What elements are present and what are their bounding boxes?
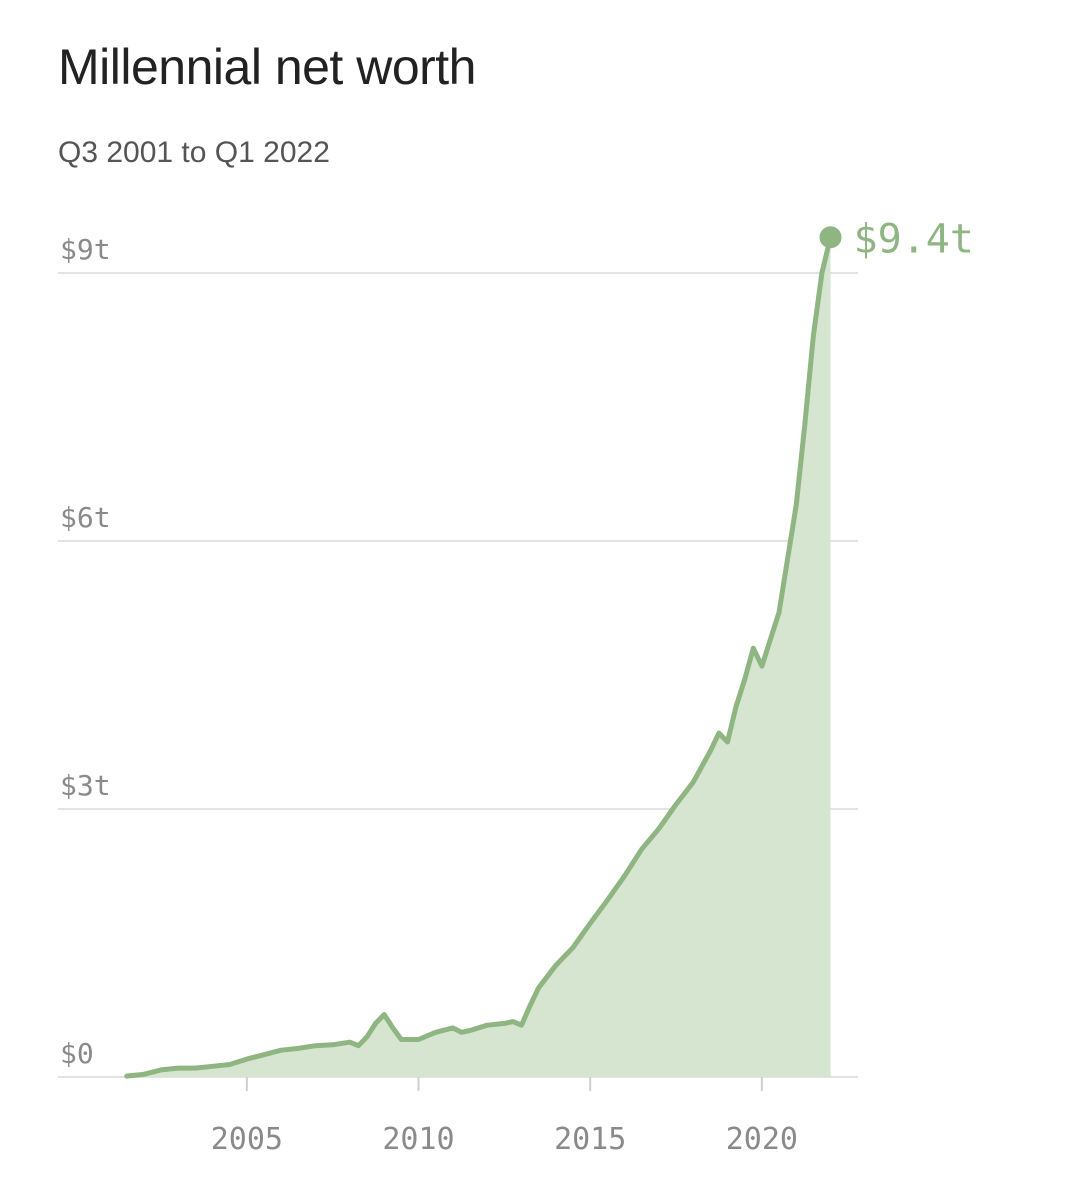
x-axis-ticks: 2005 2010 2015 2020: [211, 1077, 798, 1157]
y-tick-label: $0: [60, 1037, 94, 1070]
y-tick-label: $9t: [60, 233, 111, 266]
end-point-marker: [819, 226, 842, 249]
y-axis-ticks: $0 $3t $6t $9t: [60, 233, 111, 1070]
end-marker-layer: $9.4t: [819, 216, 974, 262]
chart-title: Millennial net worth: [58, 39, 476, 95]
y-tick-label: $6t: [60, 501, 111, 534]
chart-subtitle: Q3 2001 to Q1 2022: [58, 136, 330, 169]
series-line-layer: [124, 234, 833, 1079]
area-fill-layer: [126, 237, 831, 1078]
y-tick-label: $3t: [60, 769, 111, 802]
area-fill: [126, 237, 831, 1078]
x-tick-label: 2015: [554, 1122, 626, 1157]
x-tick-label: 2010: [382, 1122, 454, 1157]
series-line: [124, 234, 833, 1079]
x-tick-label: 2020: [726, 1122, 798, 1157]
x-tick-label: 2005: [211, 1122, 283, 1157]
end-value-label: $9.4t: [854, 216, 974, 262]
